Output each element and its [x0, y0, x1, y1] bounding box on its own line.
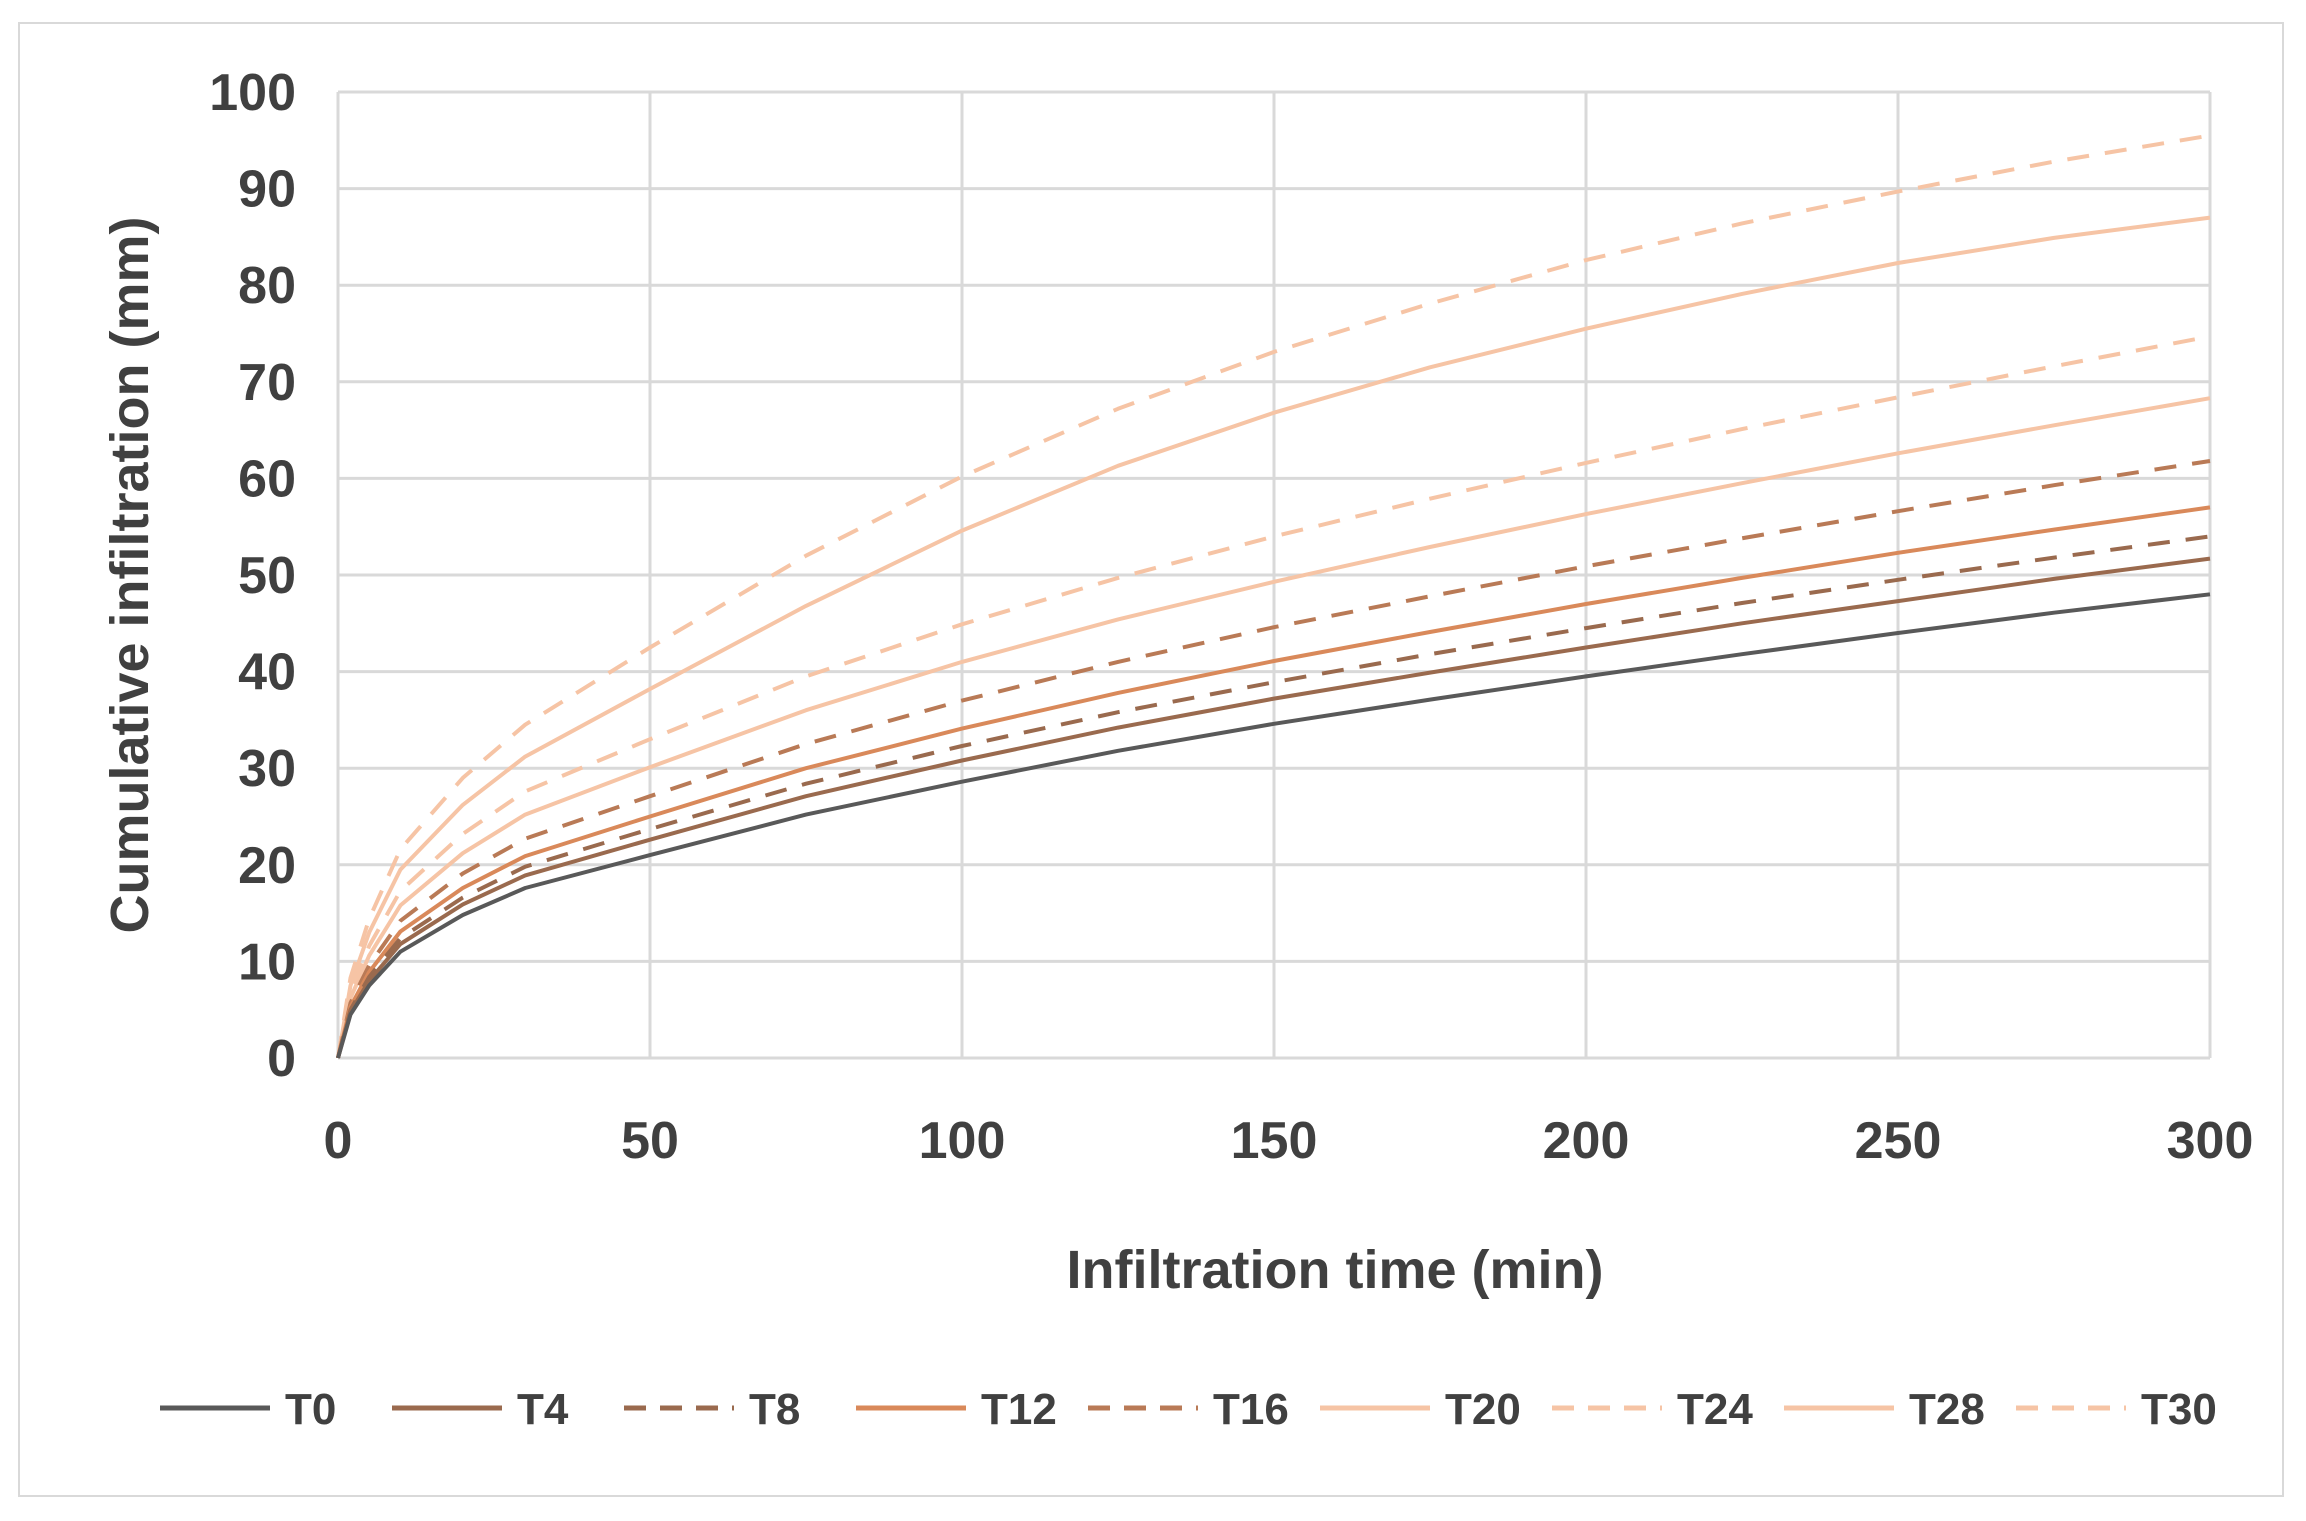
y-tick-label: 80: [238, 257, 296, 315]
series-line-t28: [336, 215, 2211, 1059]
y-tick-label: 40: [238, 644, 296, 702]
x-axis-label: Infiltration time (min): [1067, 1240, 1604, 1300]
series-line-t30: [336, 133, 2211, 1059]
chart-frame: [18, 22, 2284, 1497]
x-tick-label: 300: [2167, 1112, 2254, 1170]
legend-label-t0: T0: [285, 1385, 336, 1434]
y-tick-labels: 0 10 20 30 40 50 60 70 80 90 100: [209, 64, 296, 1088]
x-tick-label: 150: [1231, 1112, 1318, 1170]
legend-label-t4: T4: [517, 1385, 569, 1434]
legend-label-t8: T8: [749, 1385, 800, 1434]
y-tick-label: 0: [267, 1030, 296, 1088]
x-tick-label: 0: [324, 1112, 353, 1170]
series-line-t24: [336, 334, 2211, 1059]
y-axis-label: Cumulative infiltration (mm): [100, 216, 160, 933]
y-tick-label: 90: [238, 161, 296, 219]
y-tick-label: 60: [238, 450, 296, 508]
y-tick-label: 70: [238, 354, 296, 412]
x-tick-label: 50: [621, 1112, 679, 1170]
y-tick-label: 30: [238, 740, 296, 798]
x-tick-label: 100: [919, 1112, 1006, 1170]
legend-label-t30: T30: [2141, 1385, 2217, 1434]
series-line-t12: [336, 505, 2211, 1059]
legend-label-t16: T16: [1213, 1385, 1289, 1434]
gridlines: [336, 90, 2212, 1060]
legend-label-t28: T28: [1909, 1385, 1985, 1434]
y-tick-label: 20: [238, 837, 296, 895]
series-line-t4: [336, 556, 2211, 1059]
y-tick-label: 100: [209, 64, 296, 122]
legend: T0 T4 T8 T12 T16 T20 T24 T28 T30: [160, 1385, 2217, 1434]
series-line-t0: [336, 592, 2211, 1059]
series-line-t20: [336, 396, 2211, 1059]
y-tick-label: 50: [238, 547, 296, 605]
y-tick-label: 10: [238, 933, 296, 991]
x-tick-label: 200: [1543, 1112, 1630, 1170]
legend-label-t24: T24: [1677, 1385, 1753, 1434]
x-tick-label: 250: [1855, 1112, 1942, 1170]
series-lines: [336, 133, 2211, 1059]
legend-label-t12: T12: [981, 1385, 1057, 1434]
legend-label-t20: T20: [1445, 1385, 1521, 1434]
x-tick-labels: 0 50 100 150 200 250 300: [324, 1112, 2254, 1170]
series-line-t8: [336, 534, 2211, 1059]
series-line-t16: [336, 459, 2211, 1059]
